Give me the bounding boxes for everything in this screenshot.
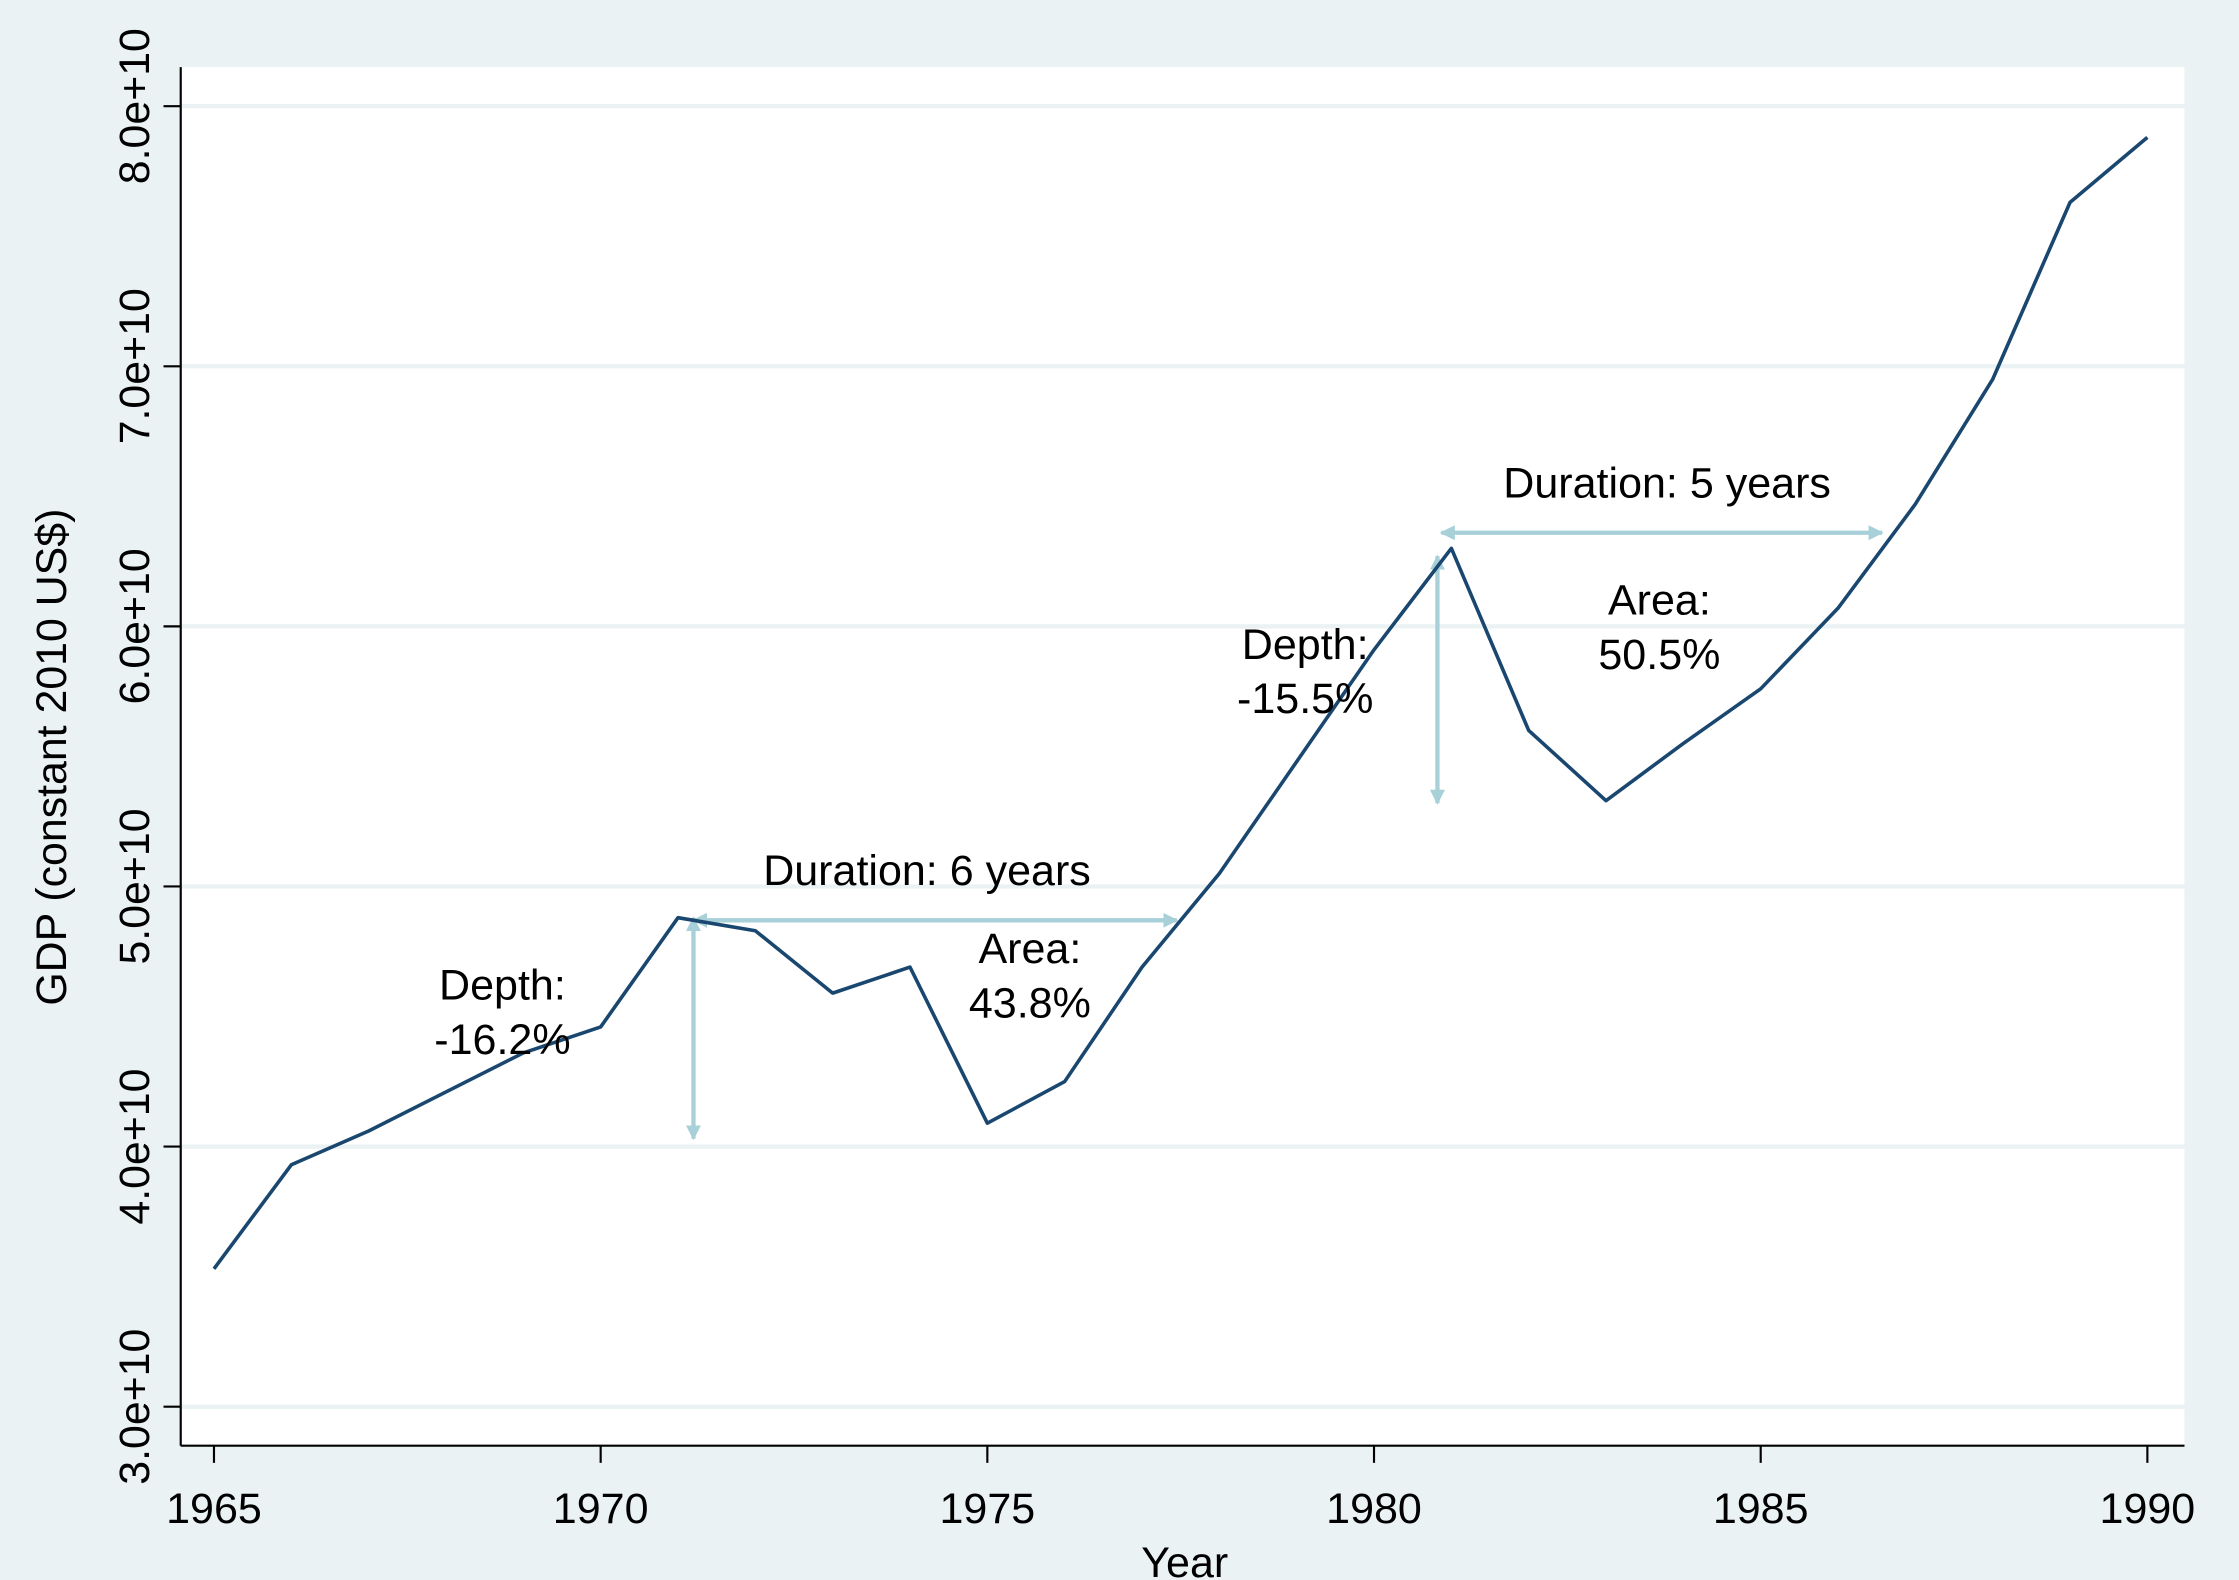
y-axis-title: GDP (constant 2010 US$)	[28, 509, 76, 1006]
annotation-text: Depth:	[439, 962, 566, 1010]
x-tick-label: 1980	[1326, 1485, 1422, 1533]
annotation-text: -15.5%	[1237, 675, 1373, 723]
y-tick-label: 4.0e+10	[111, 1069, 159, 1225]
annotation-text: Depth:	[1242, 621, 1369, 669]
annotation-text: 43.8%	[969, 980, 1091, 1028]
x-tick-label: 1975	[939, 1485, 1035, 1533]
y-tick-label: 5.0e+10	[111, 808, 159, 964]
x-axis-title: Year	[1141, 1539, 1228, 1580]
y-tick-label: 8.0e+10	[111, 28, 159, 184]
x-tick-label: 1965	[166, 1485, 262, 1533]
data-line	[212, 136, 2149, 1270]
y-tick-label: 6.0e+10	[111, 548, 159, 704]
x-tick-label: 1990	[2100, 1485, 2196, 1533]
plot-area	[180, 67, 2185, 1446]
annotation-text: Area:	[978, 925, 1081, 973]
x-tick-label: 1970	[553, 1485, 649, 1533]
annotation-text: -16.2%	[434, 1016, 570, 1064]
annotation-text: Duration: 5 years	[1503, 460, 1831, 508]
y-tick-label: 7.0e+10	[111, 288, 159, 444]
y-tick-label: 3.0e+10	[111, 1329, 159, 1485]
x-tick-label: 1985	[1713, 1485, 1809, 1533]
annotation-text: 50.5%	[1598, 631, 1720, 679]
annotation-text: Area:	[1608, 577, 1711, 625]
annotation-text: Duration: 6 years	[763, 847, 1091, 895]
